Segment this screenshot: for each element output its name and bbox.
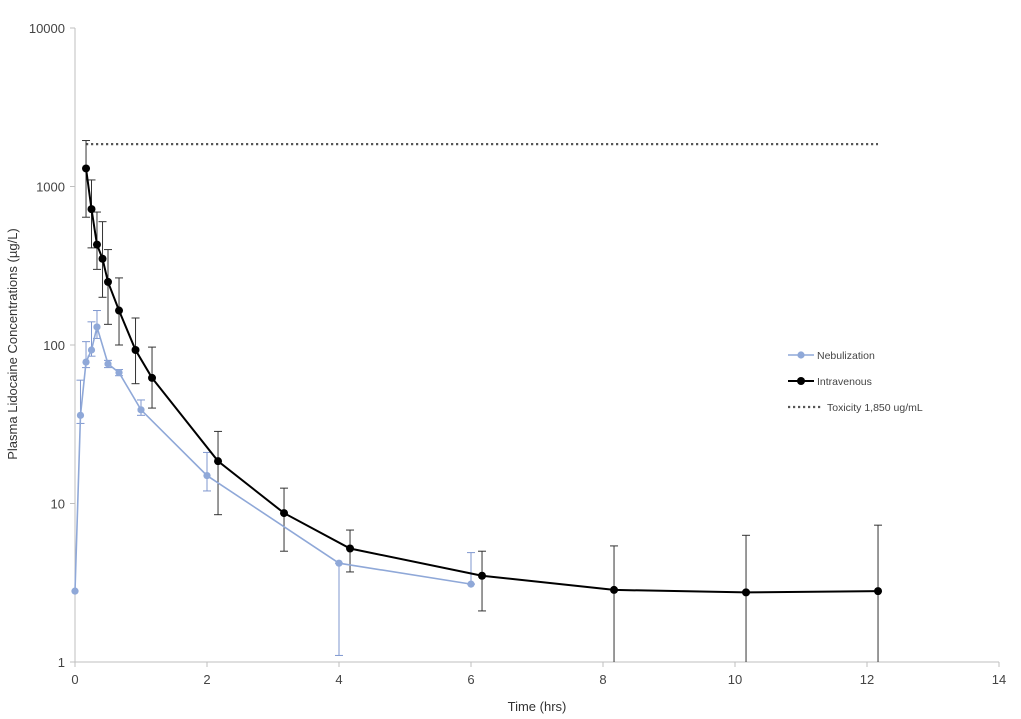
- data-point-intravenous: [87, 205, 96, 214]
- axes: 0 2 4 6 8 10 12 14 1 10 100 1000 10000: [29, 21, 1006, 687]
- data-point-intravenous: [214, 457, 223, 466]
- data-point-intravenous: [148, 373, 157, 382]
- x-tick-label: 14: [992, 672, 1006, 687]
- x-tick-label: 2: [203, 672, 210, 687]
- data-point-intravenous: [82, 164, 91, 173]
- y-tick-label: 10: [51, 497, 65, 512]
- x-tick-label: 12: [860, 672, 874, 687]
- y-tick-label: 10000: [29, 21, 65, 36]
- data-point-intravenous: [115, 306, 124, 315]
- y-tick-label: 1: [58, 655, 65, 670]
- data-point-intravenous: [131, 345, 140, 354]
- x-tick-label: 6: [467, 672, 474, 687]
- legend-label-intravenous: Intravenous: [817, 376, 872, 388]
- series-lines: [74, 168, 879, 594]
- series-line-intravenous: [85, 168, 879, 594]
- data-point-intravenous: [610, 585, 619, 594]
- data-point-nebulization: [467, 580, 475, 588]
- data-point-nebulization: [137, 406, 145, 414]
- legend-marker-nebulization: [797, 351, 805, 359]
- data-point-intravenous: [280, 509, 289, 518]
- data-point-nebulization: [203, 471, 211, 480]
- data-point-nebulization: [76, 411, 85, 419]
- data-point-intravenous: [104, 277, 112, 286]
- data-point-nebulization: [335, 559, 343, 567]
- data-point-nebulization: [115, 368, 123, 377]
- data-point-nebulization: [82, 358, 90, 366]
- legend: Nebulization Intravenous Toxicity 1,850 ug…: [788, 350, 923, 414]
- legend-marker-intravenous: [797, 377, 805, 385]
- x-tick-label: 10: [728, 672, 742, 687]
- legend-label-nebulization: Nebulization: [817, 350, 875, 362]
- x-axis-title: Time (hrs): [508, 699, 567, 714]
- data-point-intravenous: [346, 544, 355, 553]
- series-line-nebulization: [74, 323, 472, 592]
- y-tick-label: 100: [43, 338, 65, 353]
- data-point-intravenous: [98, 254, 107, 263]
- legend-label-toxicity-1-850-ug-ml: Toxicity 1,850 ug/mL: [827, 402, 923, 414]
- data-point-nebulization: [87, 346, 96, 354]
- x-tick-label: 4: [335, 672, 342, 687]
- data-point-intravenous: [742, 588, 751, 597]
- y-axis-title: Plasma Lidocaine Concentrations (µg/L): [5, 228, 20, 460]
- x-tick-label: 8: [599, 672, 606, 687]
- data-point-intravenous: [478, 571, 487, 580]
- x-tick-label: 0: [71, 672, 78, 687]
- error-bars: [76, 140, 883, 662]
- data-point-intravenous: [92, 240, 101, 249]
- data-point-intravenous: [874, 587, 883, 596]
- data-point-nebulization: [71, 587, 79, 595]
- y-tick-label: 1000: [36, 180, 65, 195]
- series-points: [71, 164, 883, 597]
- data-point-nebulization: [104, 360, 112, 368]
- data-point-nebulization: [93, 323, 101, 331]
